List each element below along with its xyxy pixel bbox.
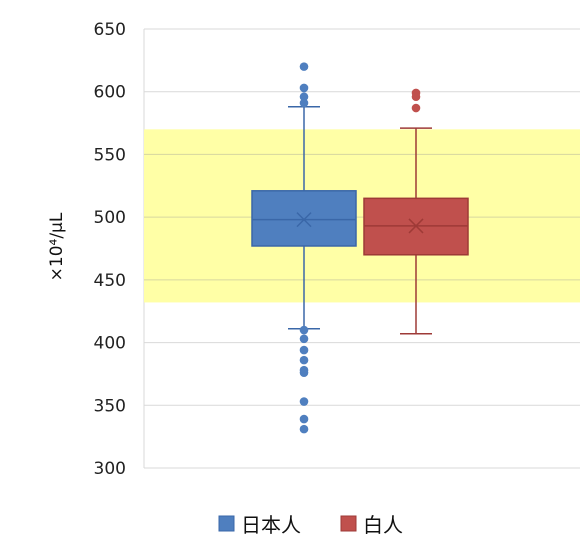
legend-swatch [218, 515, 235, 532]
y-tick-label: 500 [94, 208, 126, 228]
legend-item-2: 白人 [340, 513, 403, 537]
outlier-point [411, 92, 421, 102]
legend-swatch [340, 515, 357, 532]
outlier-point [299, 345, 309, 355]
y-axis-ticks: 300 350 400 450 500 550 600 650 [94, 20, 126, 479]
reference-range-band [144, 129, 580, 303]
box-1 [251, 62, 357, 434]
outlier-point [299, 92, 309, 102]
boxes [251, 62, 469, 434]
outlier-point [299, 325, 309, 335]
reference-band [144, 129, 580, 303]
box-2 [363, 88, 469, 335]
outlier-point [411, 103, 421, 113]
y-tick-label: 400 [94, 334, 126, 354]
y-tick-label: 550 [94, 145, 126, 165]
legend-label: 白人 [363, 513, 403, 537]
mean-marker [408, 218, 424, 234]
outlier-point [299, 424, 309, 434]
outlier-point [299, 62, 309, 71]
y-axis-label: ×10⁴/μL [47, 212, 67, 281]
legend-label: 日本人 [241, 513, 301, 537]
outlier-point [299, 414, 309, 424]
outlier-point [299, 397, 309, 406]
y-tick-label: 350 [94, 396, 126, 416]
legend-item-1: 日本人 [218, 513, 301, 537]
outlier-point [299, 83, 309, 93]
iqr-box [251, 190, 357, 247]
mean-marker [296, 212, 312, 228]
outlier-point [299, 334, 309, 344]
y-tick-label: 650 [94, 20, 126, 40]
outlier-point [299, 368, 309, 377]
y-tick-label: 300 [94, 459, 126, 479]
outlier-point [299, 355, 309, 365]
y-tick-label: 450 [94, 271, 126, 291]
gridlines-over-band [144, 153, 580, 281]
outlier-point [299, 98, 309, 108]
y-tick-label: 600 [94, 83, 126, 103]
legend: 日本人 白人 [218, 513, 403, 537]
